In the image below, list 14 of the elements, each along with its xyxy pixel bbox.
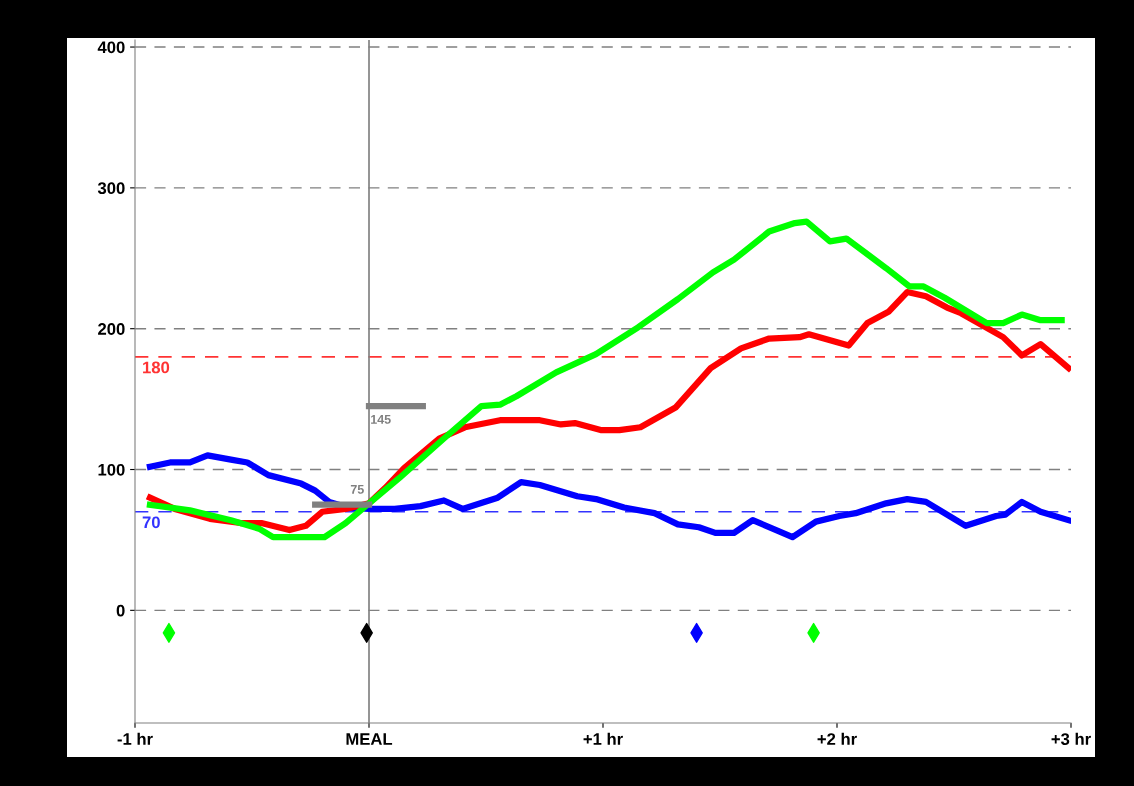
x-tick-label: +1 hr <box>583 732 623 745</box>
annotation: 75 <box>350 485 364 494</box>
x-tick-label: MEAL <box>346 733 393 745</box>
y-tick-label: 100 <box>98 463 125 476</box>
y-tick-label: 300 <box>97 182 125 195</box>
y-tick-label: 0 <box>116 604 125 617</box>
x-tick-label: -1 hr <box>117 732 153 745</box>
ref-line-label: 70 <box>142 516 160 529</box>
x-tick-label: +3 hr <box>1051 732 1091 745</box>
y-tick-label: 400 <box>97 41 125 54</box>
annotation: 145 <box>371 415 391 424</box>
y-tick-label: 200 <box>98 323 125 335</box>
ref-line-label: 180 <box>143 361 170 374</box>
x-tick-label: +2 hr <box>817 732 857 745</box>
